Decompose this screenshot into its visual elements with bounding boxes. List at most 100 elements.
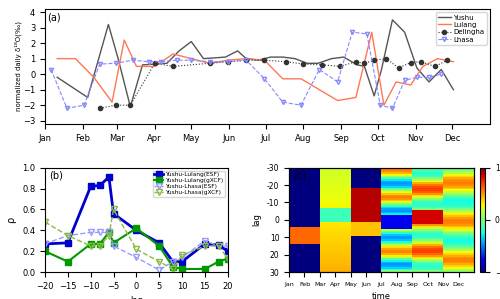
Yushu-Lhasa(ESF) bbox=[106, 231, 112, 234]
Lhasa bbox=[243, 58, 249, 62]
Yushu bbox=[414, 66, 420, 70]
Yushu-Lhasa(ESF) bbox=[97, 231, 103, 234]
X-axis label: lag: lag bbox=[130, 296, 143, 299]
Yushu-Lhasa(ESF) bbox=[65, 234, 71, 237]
Line: Yushu-Lulang(ESF): Yushu-Lulang(ESF) bbox=[42, 174, 230, 264]
Text: (a): (a) bbox=[47, 13, 61, 22]
Yushu bbox=[222, 55, 228, 59]
Lulang bbox=[408, 83, 414, 87]
Yushu-Lhasa(gXCF) bbox=[88, 244, 94, 248]
Lhasa bbox=[81, 103, 87, 107]
Lhasa bbox=[364, 32, 370, 36]
Lulang bbox=[334, 99, 340, 102]
Line: Yushu-Lulang(gXCF): Yushu-Lulang(gXCF) bbox=[42, 225, 230, 272]
Lulang bbox=[109, 100, 115, 104]
Yushu-Lhasa(gXCF) bbox=[65, 234, 71, 237]
Yushu-Lhasa(gXCF) bbox=[42, 220, 48, 224]
Lhasa bbox=[349, 30, 355, 34]
Yushu-Lhasa(gXCF) bbox=[156, 260, 162, 263]
Lhasa bbox=[390, 106, 396, 110]
Line: Lhasa: Lhasa bbox=[49, 30, 444, 110]
Yushu-Lhasa(ESF) bbox=[110, 244, 116, 248]
Delingha bbox=[284, 60, 290, 63]
Delingha bbox=[112, 103, 118, 107]
Yushu-Lulang(ESF) bbox=[42, 242, 48, 246]
Yushu bbox=[280, 55, 285, 59]
Yushu-Lulang(ESF) bbox=[224, 249, 230, 253]
Yushu bbox=[450, 88, 456, 91]
Yushu bbox=[164, 62, 170, 65]
Yushu-Lulang(gXCF) bbox=[179, 267, 185, 271]
Delingha bbox=[206, 62, 212, 65]
Yushu-Lhasa(gXCF) bbox=[97, 244, 103, 248]
Y-axis label: lag: lag bbox=[252, 213, 262, 226]
Lulang bbox=[280, 77, 285, 81]
Lhasa bbox=[225, 60, 231, 63]
Yushu-Lhasa(ESF) bbox=[216, 244, 222, 248]
Delingha bbox=[152, 62, 158, 65]
Delingha bbox=[384, 57, 390, 60]
Yushu-Lhasa(gXCF) bbox=[179, 254, 185, 257]
Yushu-Lulang(ESF) bbox=[170, 260, 176, 263]
Lhasa bbox=[112, 62, 118, 65]
Lulang bbox=[188, 57, 194, 60]
Lhasa bbox=[334, 80, 340, 84]
Yushu-Lulang(ESF) bbox=[216, 243, 222, 247]
Delingha bbox=[418, 60, 424, 63]
Delingha bbox=[396, 66, 402, 70]
Line: Lulang: Lulang bbox=[57, 32, 454, 105]
Yushu-Lhasa(ESF) bbox=[170, 260, 176, 263]
Yushu-Lulang(gXCF) bbox=[42, 249, 48, 253]
Delingha bbox=[362, 62, 368, 65]
Yushu bbox=[315, 62, 321, 65]
Yushu bbox=[371, 94, 377, 98]
Yushu-Lhasa(gXCF) bbox=[110, 208, 116, 211]
Legend: Yushu, Lulang, Delingha, Lhasa: Yushu, Lulang, Delingha, Lhasa bbox=[436, 13, 486, 45]
Yushu bbox=[268, 55, 274, 59]
Yushu-Lulang(ESF) bbox=[97, 184, 103, 187]
Yushu-Lulang(ESF) bbox=[134, 228, 140, 232]
Yushu-Lhasa(gXCF) bbox=[216, 244, 222, 248]
X-axis label: time: time bbox=[372, 292, 391, 299]
Yushu bbox=[438, 68, 444, 71]
Yushu bbox=[243, 57, 249, 60]
Lulang bbox=[393, 80, 399, 84]
Yushu bbox=[390, 18, 396, 22]
Yushu-Lulang(gXCF) bbox=[202, 267, 208, 271]
Line: Yushu-Lhasa(ESF): Yushu-Lhasa(ESF) bbox=[42, 230, 230, 273]
Yushu bbox=[128, 105, 134, 109]
Lhasa bbox=[280, 100, 285, 104]
Yushu-Lulang(gXCF) bbox=[110, 241, 116, 245]
Yushu-Lulang(ESF) bbox=[202, 242, 208, 246]
Yushu-Lulang(gXCF) bbox=[156, 244, 162, 248]
Lhasa bbox=[130, 58, 136, 62]
Delingha bbox=[408, 61, 414, 64]
Delingha bbox=[444, 58, 450, 62]
Delingha bbox=[319, 63, 325, 67]
Delingha bbox=[97, 106, 103, 110]
Yushu bbox=[402, 30, 407, 34]
Yushu bbox=[200, 57, 206, 60]
Yushu-Lhasa(ESF) bbox=[156, 268, 162, 272]
Lulang bbox=[206, 62, 212, 65]
Lulang bbox=[243, 57, 249, 60]
Yushu bbox=[340, 55, 346, 59]
Line: Delingha: Delingha bbox=[98, 57, 450, 110]
Delingha bbox=[337, 65, 343, 68]
Yushu-Lulang(gXCF) bbox=[65, 260, 71, 263]
Yushu-Lulang(gXCF) bbox=[97, 242, 103, 246]
Yushu-Lhasa(ESF) bbox=[202, 239, 208, 242]
Yushu bbox=[140, 63, 145, 67]
Yushu-Lulang(gXCF) bbox=[216, 260, 222, 263]
Yushu bbox=[256, 58, 262, 62]
Yushu bbox=[426, 80, 432, 84]
Yushu-Lhasa(gXCF) bbox=[224, 257, 230, 260]
Lulang bbox=[121, 38, 127, 42]
Yushu bbox=[54, 75, 60, 79]
Yushu-Lhasa(ESF) bbox=[134, 256, 140, 259]
Yushu bbox=[84, 96, 90, 99]
Yushu-Lhasa(gXCF) bbox=[106, 234, 112, 237]
Delingha bbox=[300, 62, 306, 66]
Lhasa bbox=[206, 60, 212, 63]
Yushu-Lulang(ESF) bbox=[106, 175, 112, 179]
